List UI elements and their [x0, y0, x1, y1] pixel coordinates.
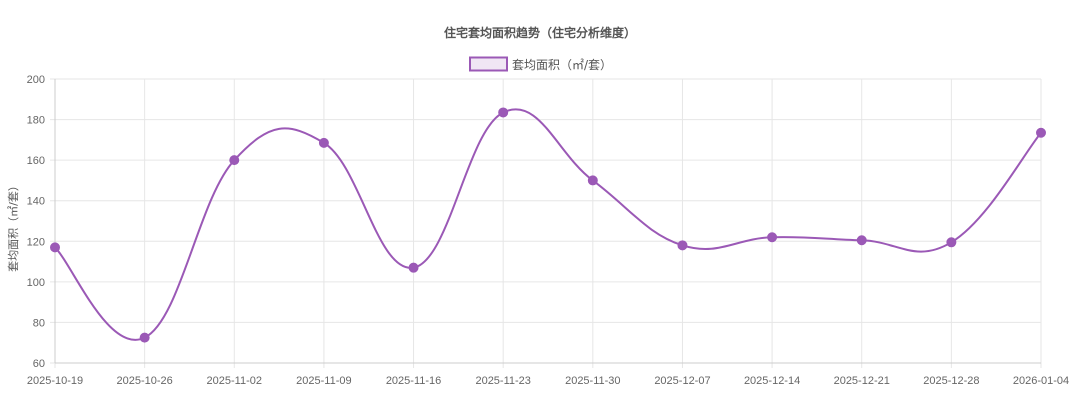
series-line [54, 108, 1042, 341]
y-tick-label: 140 [27, 196, 45, 208]
data-point[interactable] [677, 240, 688, 251]
x-tick-label: 2025-11-16 [386, 375, 441, 387]
y-tick-label: 180 [27, 115, 45, 127]
legend[interactable]: 套均面积（㎡/套） [469, 56, 612, 73]
x-tick-label: 2025-11-02 [207, 375, 262, 387]
grid [50, 78, 1042, 368]
x-tick-label: 2025-10-26 [116, 375, 172, 387]
x-tick-label: 2025-11-30 [565, 375, 620, 387]
chart-title: 住宅套均面积趋势（住宅分析维度） [444, 25, 636, 40]
series-layer [50, 107, 1046, 343]
y-axis-title: 套均面积（㎡/套） [7, 180, 20, 272]
x-tick-label: 2025-11-23 [475, 375, 530, 387]
data-point[interactable] [318, 137, 329, 148]
x-tick-label: 2025-12-07 [654, 375, 710, 387]
legend-label: 套均面积（㎡/套） [512, 58, 612, 72]
y-tick-label: 200 [27, 74, 45, 86]
data-point[interactable] [767, 232, 778, 243]
data-point[interactable] [856, 235, 867, 246]
y-tick-label: 100 [27, 277, 45, 289]
x-tick-label: 2026-01-04 [1013, 375, 1069, 387]
data-point[interactable] [498, 107, 509, 118]
x-tick-label: 2025-12-21 [834, 375, 890, 387]
x-tick-label: 2025-12-14 [744, 375, 800, 387]
data-point[interactable] [139, 332, 150, 343]
data-point[interactable] [1036, 127, 1046, 138]
data-point[interactable] [946, 237, 957, 248]
y-tick-label: 60 [33, 358, 45, 370]
legend-swatch [469, 56, 508, 72]
x-tick-label: 2025-12-28 [923, 375, 979, 387]
y-tick-label: 120 [27, 236, 45, 248]
x-axis-ticks: 2025-10-19 2025-10-26 2025-11-02 2025-11-09… [27, 375, 1069, 387]
data-point[interactable] [587, 175, 598, 186]
y-tick-label: 80 [33, 317, 45, 329]
data-point[interactable] [50, 242, 60, 253]
x-tick-label: 2025-11-09 [296, 375, 351, 387]
y-axis-ticks: 60 80 100 120 140 160 180 200 [27, 74, 45, 370]
y-tick-label: 160 [27, 155, 45, 167]
data-point[interactable] [408, 262, 419, 273]
x-tick-label: 2025-10-19 [27, 375, 83, 387]
data-point[interactable] [229, 155, 240, 166]
